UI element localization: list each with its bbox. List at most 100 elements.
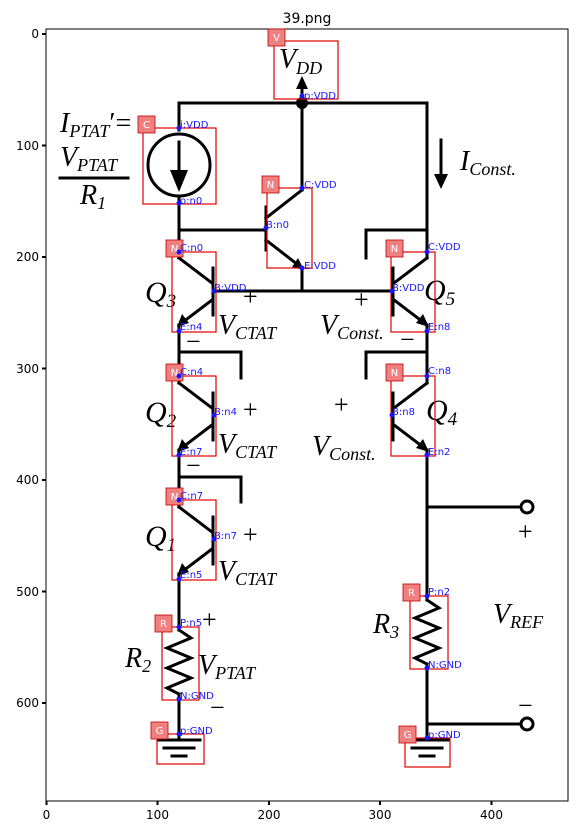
pin-label: N:GND bbox=[180, 691, 214, 702]
component-tag: V bbox=[273, 33, 280, 44]
q3-minus: − bbox=[186, 327, 201, 356]
fraction-denominator: R1 bbox=[79, 180, 106, 213]
component-box-r3[interactable]: R P:n2 N:GND bbox=[402, 583, 462, 671]
component-tag: N bbox=[171, 244, 178, 255]
vref-plus: + bbox=[518, 517, 533, 546]
vref-minus-terminal bbox=[519, 716, 535, 732]
component-tag: C bbox=[143, 120, 150, 131]
r2-label: R2 bbox=[124, 643, 151, 676]
pin-label: C:n4 bbox=[180, 367, 203, 378]
pin-label: o:n0 bbox=[180, 196, 202, 207]
vctat-label-1: VCTAT bbox=[218, 310, 278, 343]
y-tick-label: 200 bbox=[16, 250, 39, 264]
y-tick-label: 0 bbox=[31, 27, 39, 41]
axes-frame bbox=[45, 28, 569, 802]
q4-plus: + bbox=[334, 390, 349, 419]
component-box-gnd-left[interactable]: G p:GND bbox=[150, 721, 213, 765]
q5-minus: − bbox=[400, 325, 415, 354]
x-tick-label: 300 bbox=[369, 808, 392, 822]
component-tag: N bbox=[391, 368, 398, 379]
x-axis: 0 100 200 300 400 bbox=[43, 801, 503, 822]
q3-plus: + bbox=[243, 282, 258, 311]
x-tick-label: 100 bbox=[146, 808, 169, 822]
component-tag: R bbox=[160, 619, 167, 630]
pin-label: B:n8 bbox=[392, 407, 415, 418]
y-tick-label: 600 bbox=[16, 696, 39, 710]
vctat-label-3: VCTAT bbox=[218, 556, 278, 589]
vdd-label: VDD bbox=[279, 44, 322, 78]
component-tag: R bbox=[408, 588, 415, 599]
component-tag: N bbox=[391, 244, 398, 255]
component-tag: G bbox=[404, 730, 412, 741]
x-tick-label: 0 bbox=[43, 808, 51, 822]
x-tick-label: 400 bbox=[480, 808, 503, 822]
y-tick-label: 100 bbox=[16, 139, 39, 153]
annotation-overlay: V p:VDD C i:VDD o:n0 N C:VDD B:n0 E:VDD bbox=[137, 28, 462, 768]
r2-plus: + bbox=[202, 605, 217, 634]
vconst-label-2: VConst. bbox=[312, 431, 376, 464]
circuit-wires bbox=[146, 76, 535, 758]
component-box-q4[interactable]: N C:n8 B:n8 E:n2 bbox=[385, 363, 451, 458]
component-tag: N bbox=[267, 180, 274, 191]
vref-minus: − bbox=[518, 691, 533, 720]
pin-label: P:n5 bbox=[180, 618, 202, 629]
pin-label: B:n7 bbox=[214, 531, 237, 542]
pin-label: E:n7 bbox=[180, 447, 202, 458]
iptat-label: IPTAT′= bbox=[59, 108, 131, 141]
pin-label: B:VDD bbox=[214, 283, 247, 294]
pin-label: p:GND bbox=[180, 726, 213, 737]
component-box-gnd-right[interactable]: G p:GND bbox=[398, 725, 461, 768]
pin-label: E:n8 bbox=[428, 322, 450, 333]
q2-plus: + bbox=[243, 395, 258, 424]
component-box-q3[interactable]: N C:n0 B:VDD E:n4 bbox=[165, 239, 247, 334]
vref-plus-terminal bbox=[519, 499, 535, 515]
component-box-top-npn[interactable]: N C:VDD B:n0 E:VDD bbox=[261, 175, 337, 272]
q3-label: Q3 bbox=[145, 276, 176, 312]
pin-label: B:VDD bbox=[392, 283, 425, 294]
pin-label: E:VDD bbox=[304, 261, 336, 272]
pin-label: E:n2 bbox=[428, 447, 450, 458]
pin-label: C:n8 bbox=[428, 366, 451, 377]
pin-label: p:VDD bbox=[304, 91, 336, 102]
pin-label: C:VDD bbox=[304, 180, 337, 191]
pin-label: B:n4 bbox=[214, 407, 237, 418]
q4-label: Q4 bbox=[426, 394, 458, 430]
pin-label: C:n0 bbox=[180, 243, 203, 254]
component-tag: N bbox=[171, 368, 178, 379]
component-box-vdd[interactable]: V p:VDD bbox=[267, 28, 339, 102]
component-box-q1[interactable]: N C:n7 B:n7 E:n5 bbox=[165, 487, 237, 582]
component-tag: N bbox=[171, 492, 178, 503]
y-tick-label: 300 bbox=[16, 362, 39, 376]
pin-label: B:n0 bbox=[266, 220, 289, 231]
pin-label: E:n5 bbox=[180, 570, 202, 581]
q2-minus: − bbox=[186, 451, 201, 480]
vctat-label-2: VCTAT bbox=[218, 429, 278, 462]
pin-label: N:GND bbox=[428, 660, 462, 671]
x-tick-label: 200 bbox=[258, 808, 281, 822]
component-box-r2[interactable]: R P:n5 N:GND bbox=[154, 614, 214, 702]
r3-label: R3 bbox=[372, 609, 399, 642]
pin-label: C:VDD bbox=[428, 242, 461, 253]
component-box-q2[interactable]: N C:n4 B:n4 E:n7 bbox=[165, 363, 237, 458]
pin-label: p:GND bbox=[428, 730, 461, 741]
q5-plus: + bbox=[354, 285, 369, 314]
y-tick-label: 500 bbox=[16, 585, 39, 599]
r2-minus: − bbox=[210, 693, 225, 722]
pin-label: E:n4 bbox=[180, 322, 202, 333]
y-axis: 0 100 200 300 400 500 600 bbox=[16, 27, 46, 710]
vptat-label: VPTAT bbox=[198, 650, 257, 683]
vref-label: VREF bbox=[493, 599, 544, 632]
component-box-q5[interactable]: N C:VDD B:VDD E:n8 bbox=[385, 239, 461, 334]
iconst-label: IConst. bbox=[459, 146, 516, 179]
pin-label: i:VDD bbox=[180, 120, 209, 131]
vconst-label-1: VConst. bbox=[320, 310, 384, 343]
pin-label: P:n2 bbox=[428, 587, 450, 598]
q1-plus: + bbox=[243, 520, 258, 549]
y-tick-label: 400 bbox=[16, 473, 39, 487]
component-tag: G bbox=[156, 726, 164, 737]
plot-title: 39.png bbox=[283, 11, 332, 27]
fraction-numerator: VPTAT bbox=[60, 142, 119, 175]
pin-label: C:n7 bbox=[180, 491, 203, 502]
component-box-current-source[interactable]: C i:VDD o:n0 bbox=[137, 115, 217, 207]
